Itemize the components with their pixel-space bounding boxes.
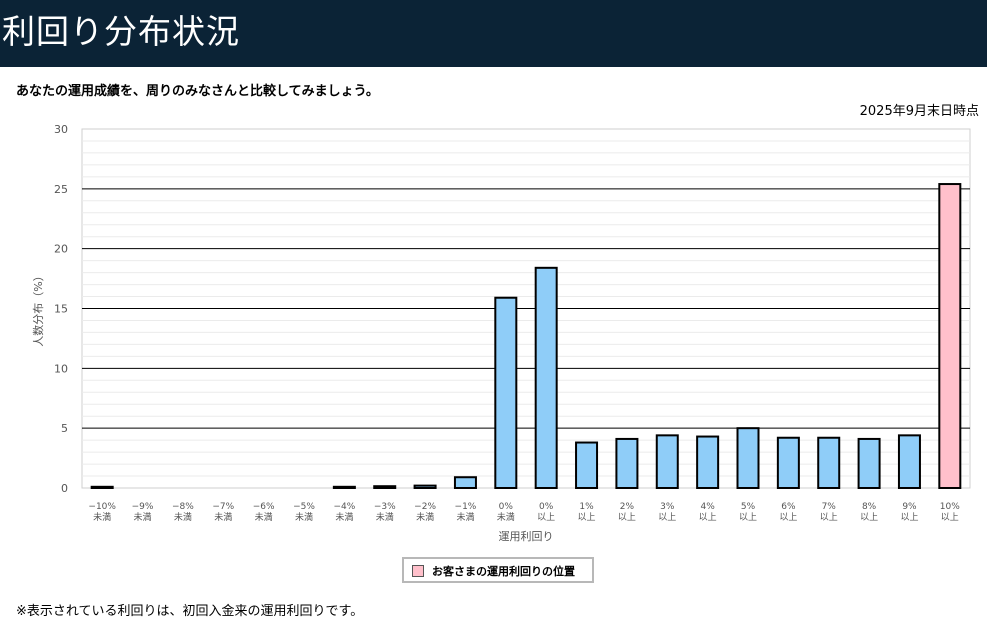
x-tick-sublabel: 未満 xyxy=(93,511,111,523)
x-tick-sublabel: 未満 xyxy=(214,511,232,523)
x-tick-sublabel: 以上 xyxy=(820,512,838,523)
as-of-date: 2025年9月末日時点 xyxy=(859,104,979,119)
intro-text: あなたの運用成績を、周りのみなさんと比較してみましょう。 xyxy=(16,84,379,99)
x-tick-label: 0% xyxy=(499,502,514,512)
x-tick-label: 7% xyxy=(822,502,837,512)
x-tick-sublabel: 以上 xyxy=(941,512,959,523)
x-tick-label: 4% xyxy=(700,502,715,512)
x-tick-label: −5% xyxy=(293,502,315,512)
y-tick-label: 10 xyxy=(54,362,68,375)
bar xyxy=(575,441,599,490)
footnote: ※表示されている利回りは、初回入金来の運用利回りです。 xyxy=(16,604,364,619)
bar xyxy=(817,436,841,489)
y-tick-label: 0 xyxy=(61,482,68,495)
x-tick-label: 1% xyxy=(579,502,594,512)
x-tick-sublabel: 未満 xyxy=(255,511,273,523)
x-tick-sublabel: 以上 xyxy=(900,512,918,523)
x-tick-sublabel: 未満 xyxy=(456,511,474,523)
bar xyxy=(897,434,921,490)
x-axis-title: 運用利回り xyxy=(499,530,554,543)
bar-highlight xyxy=(938,183,962,490)
bar xyxy=(494,296,518,489)
bar xyxy=(332,485,356,490)
x-tick-label: −7% xyxy=(212,502,234,512)
page-header: 利回り分布状況 xyxy=(0,0,987,67)
x-tick-label: 2% xyxy=(620,502,635,512)
bar xyxy=(696,435,720,489)
x-tick-label: −10% xyxy=(88,502,116,512)
x-tick-label: 6% xyxy=(781,502,796,512)
bar xyxy=(655,434,679,490)
x-tick-sublabel: 未満 xyxy=(134,511,152,523)
bar xyxy=(736,427,760,489)
x-tick-label: −3% xyxy=(374,502,396,512)
x-tick-label: −2% xyxy=(414,502,436,512)
bar xyxy=(413,484,437,489)
x-tick-sublabel: 未満 xyxy=(376,511,394,523)
x-tick-label: 8% xyxy=(862,502,877,512)
x-tick-sublabel: 以上 xyxy=(578,512,596,523)
y-tick-label: 30 xyxy=(54,123,68,136)
x-tick-label: −4% xyxy=(333,502,355,512)
legend-swatch xyxy=(412,565,424,577)
y-axis-title: 人数分布（%） xyxy=(32,270,45,346)
x-tick-label: 0% xyxy=(539,502,554,512)
legend-label: お客さまの運用利回りの位置 xyxy=(432,565,575,578)
x-tick-label: 3% xyxy=(660,502,675,512)
chart-legend: お客さまの運用利回りの位置 xyxy=(402,557,594,583)
bar xyxy=(373,485,397,489)
page-title: 利回り分布状況 xyxy=(2,12,240,51)
y-tick-label: 15 xyxy=(54,303,68,316)
x-tick-label: 10% xyxy=(940,502,960,512)
bar xyxy=(90,485,114,490)
x-tick-label: 5% xyxy=(741,502,756,512)
x-tick-sublabel: 未満 xyxy=(295,511,313,523)
x-tick-label: −9% xyxy=(132,502,154,512)
bar xyxy=(615,437,639,490)
bar xyxy=(534,266,558,489)
x-tick-sublabel: 未満 xyxy=(335,511,353,523)
x-tick-sublabel: 以上 xyxy=(739,512,757,523)
yield-distribution-chart: 051015202530−10%未満−9%未満−8%未満−7%未満−6%未満−5… xyxy=(32,123,971,543)
x-tick-sublabel: 以上 xyxy=(618,512,636,523)
x-tick-sublabel: 未満 xyxy=(416,511,434,523)
y-tick-label: 20 xyxy=(54,243,68,256)
bar xyxy=(857,437,881,490)
x-tick-sublabel: 以上 xyxy=(779,512,797,523)
x-tick-label: −8% xyxy=(172,502,194,512)
y-tick-label: 25 xyxy=(54,183,68,196)
x-tick-sublabel: 未満 xyxy=(174,511,192,523)
x-tick-sublabel: 未満 xyxy=(497,511,515,523)
x-tick-sublabel: 以上 xyxy=(860,512,878,523)
x-tick-label: −6% xyxy=(253,502,275,512)
x-tick-sublabel: 以上 xyxy=(699,512,717,523)
x-tick-label: 9% xyxy=(902,502,917,512)
x-tick-sublabel: 以上 xyxy=(658,512,676,523)
bar xyxy=(776,436,800,489)
x-tick-label: −1% xyxy=(455,502,477,512)
x-tick-sublabel: 以上 xyxy=(537,512,555,523)
bar xyxy=(453,476,477,490)
y-tick-label: 5 xyxy=(61,422,68,435)
